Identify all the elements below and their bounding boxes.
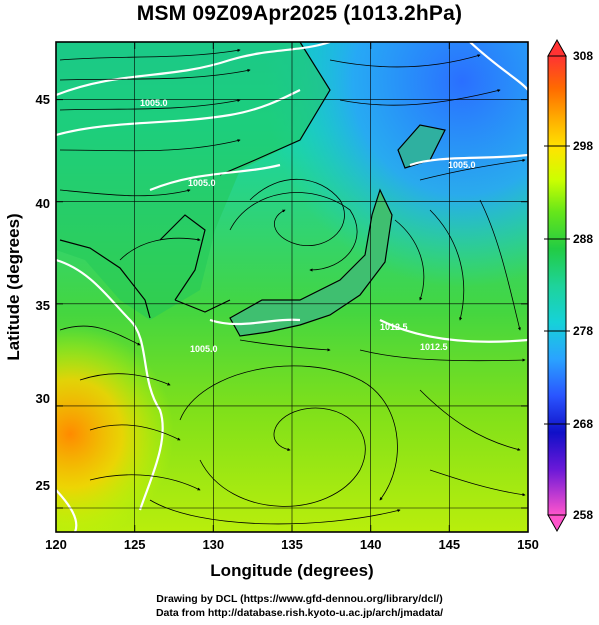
temperature-field: 1005.0 1005.0 1005.0 1012.5 1012.5 1005.… <box>56 42 528 532</box>
colorbar: 308 298 288 278 268 258 <box>544 38 593 533</box>
x-axis-ticks <box>55 42 529 532</box>
x-axis-label: Longitude (degrees) <box>210 561 373 580</box>
y-axis-ticks <box>56 99 528 509</box>
contour-label: 1005.0 <box>140 98 168 108</box>
x-tick-label: 120 <box>45 537 67 552</box>
contour-label: 1005.0 <box>188 178 216 188</box>
y-tick-label: 40 <box>36 196 50 211</box>
colorbar-tick-label: 268 <box>573 417 593 431</box>
y-tick-label: 35 <box>36 298 50 313</box>
colorbar-tick-label: 278 <box>573 324 593 338</box>
contour-label: 1012.5 <box>420 342 448 352</box>
colorbar-scale <box>547 55 567 516</box>
wind-streamlines <box>59 48 526 525</box>
colorbar-tick-label: 258 <box>573 508 593 522</box>
x-tick-label: 140 <box>360 537 382 552</box>
lat-lon-grid <box>56 42 528 532</box>
y-tick-label: 25 <box>36 478 50 493</box>
y-axis-label: Latitude (degrees) <box>4 213 23 360</box>
credit-data-source: Data from http://database.rish.kyoto-u.a… <box>155 607 444 619</box>
credit-drawing: Drawing by DCL (https://www.gfd-dennou.o… <box>156 593 443 605</box>
continent-landmass <box>56 42 330 320</box>
coastline <box>59 42 331 319</box>
contour-label: 1005.0 <box>448 160 476 170</box>
y-tick-label: 45 <box>36 92 50 107</box>
map-title: MSM 09Z09Apr2025 (1013.2hPa) <box>136 2 463 25</box>
colorbar-max-triangle <box>547 38 567 57</box>
isobars <box>56 42 528 532</box>
y-tick-label: 30 <box>36 391 50 406</box>
colorbar-tick-label: 298 <box>573 139 593 153</box>
colorbar-tick-label: 288 <box>573 232 593 246</box>
x-tick-label: 135 <box>281 537 303 552</box>
japan-islands <box>229 188 393 337</box>
x-tick-label: 130 <box>202 537 224 552</box>
colorbar-min-triangle <box>547 514 567 533</box>
colorbar-tick-label: 308 <box>573 49 593 63</box>
x-tick-label: 145 <box>438 537 460 552</box>
x-tick-label: 125 <box>124 537 146 552</box>
contour-label: 1012.5 <box>380 322 408 332</box>
x-tick-label: 150 <box>517 537 539 552</box>
hokkaido-island <box>397 124 446 169</box>
contour-label: 1005.0 <box>190 344 218 354</box>
credits: Drawing by DCL (https://www.gfd-dennou.o… <box>0 592 599 620</box>
